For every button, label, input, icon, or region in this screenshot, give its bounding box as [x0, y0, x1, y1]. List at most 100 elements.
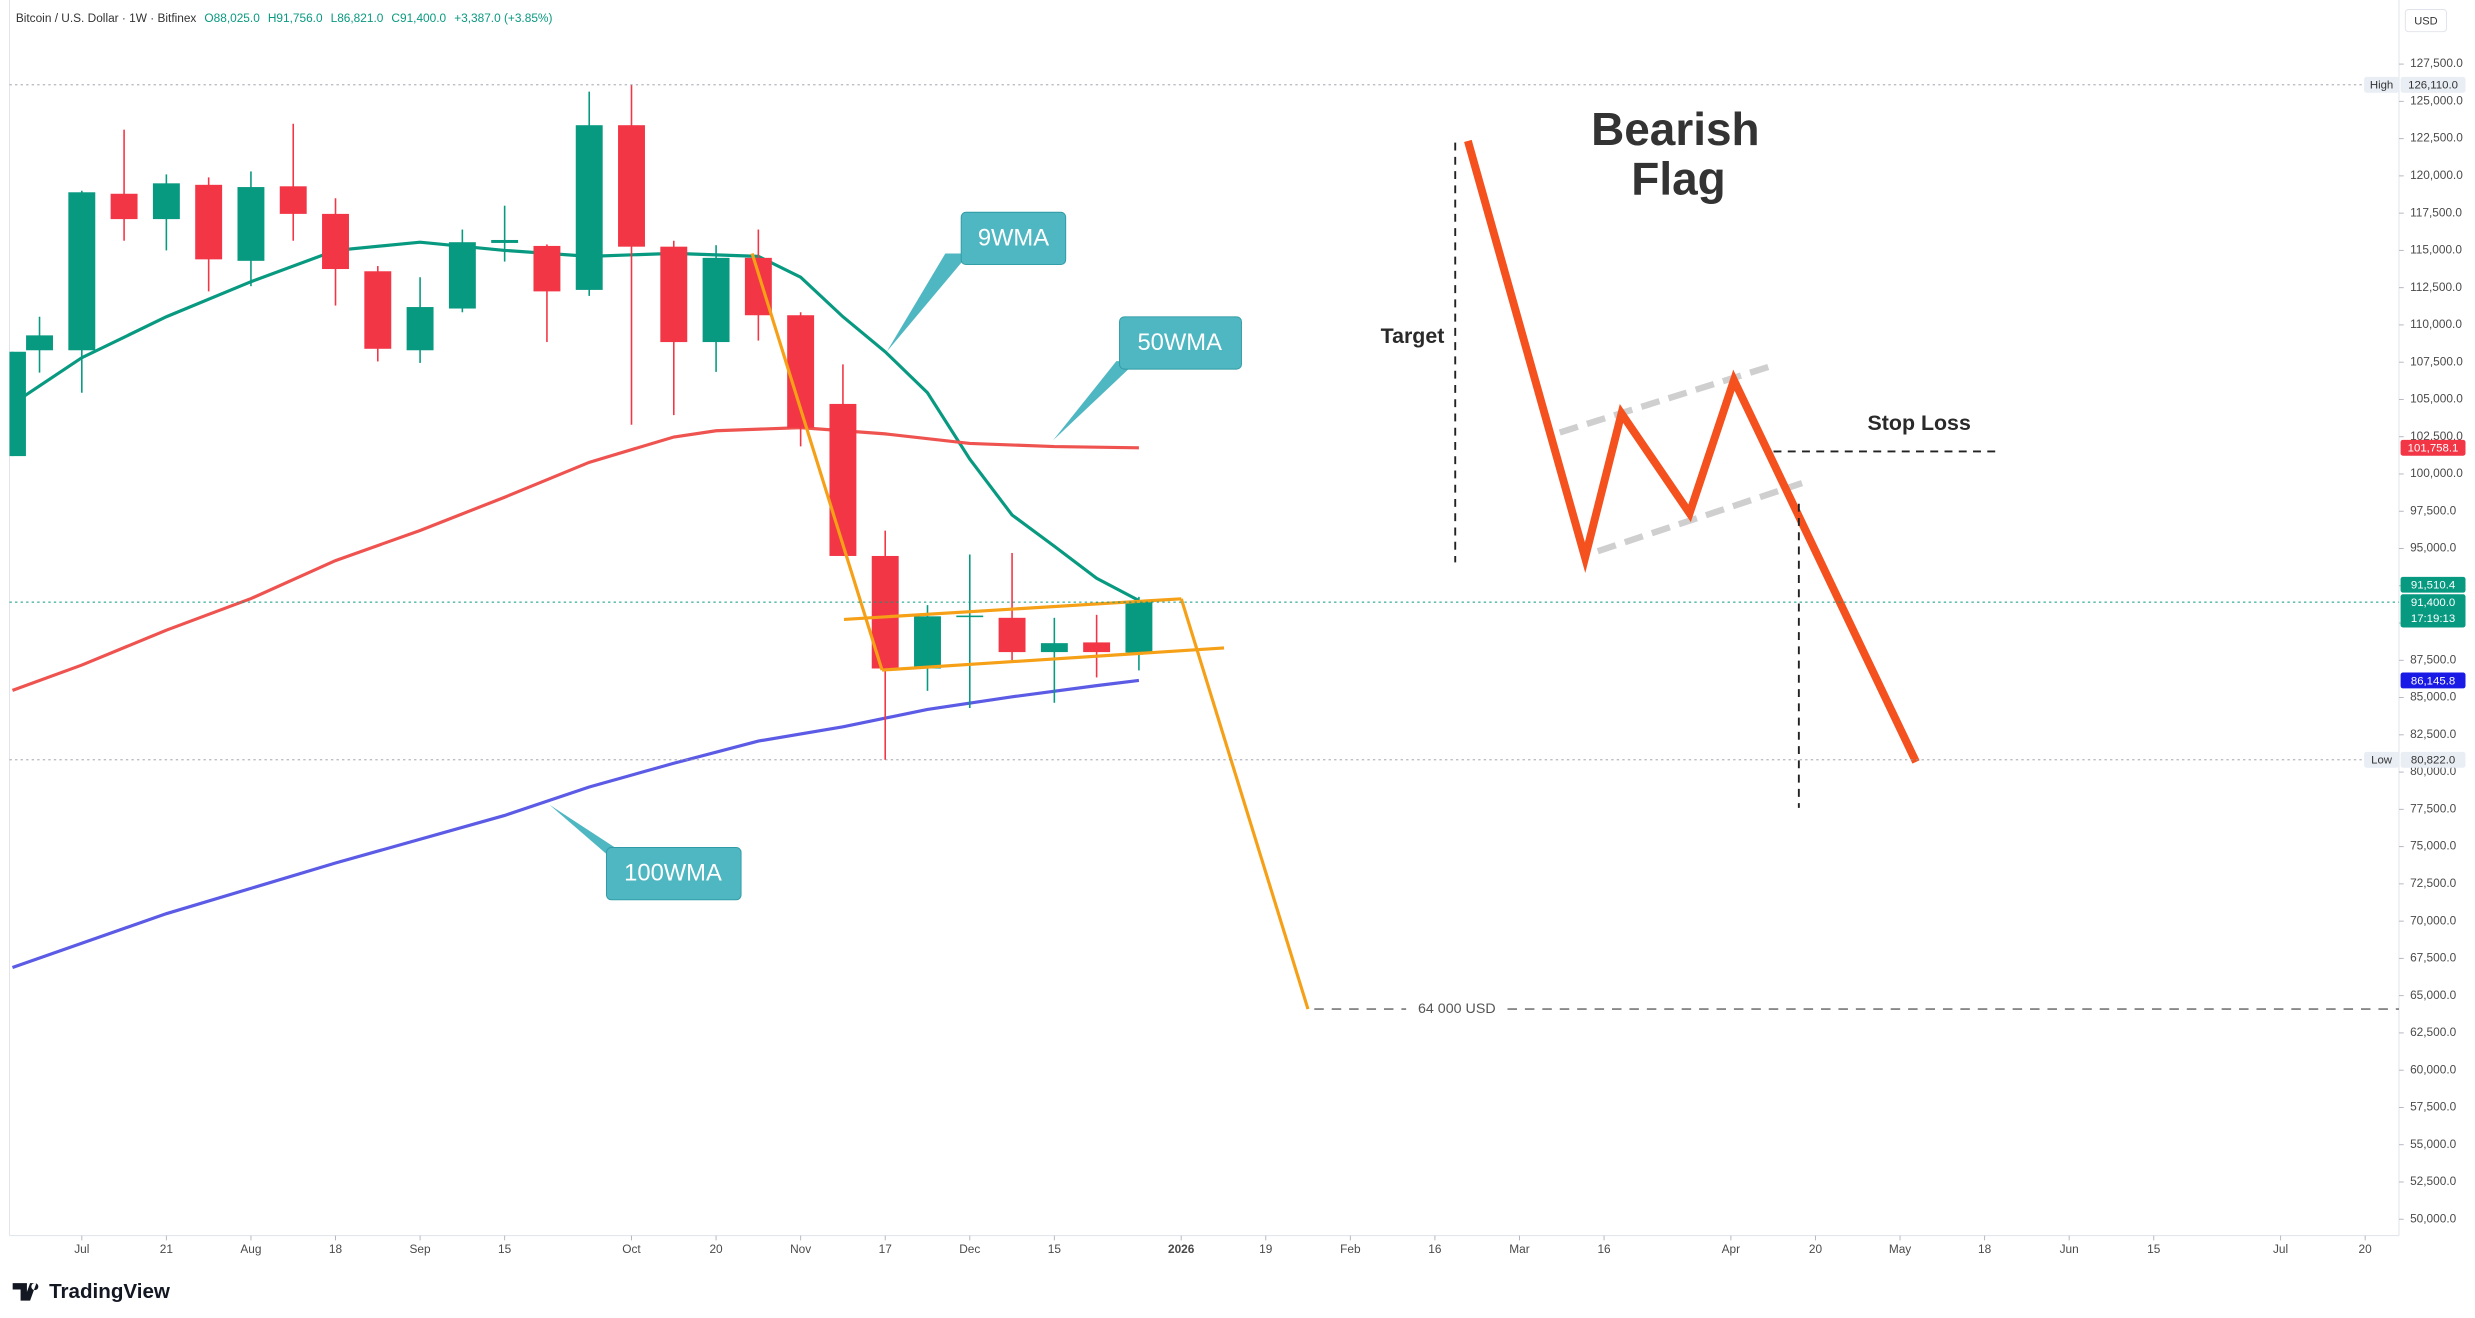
y-tick-label: 107,500.0 [2410, 354, 2463, 368]
candle-body [9, 351, 26, 457]
price-tag-name-box [2364, 76, 2399, 93]
x-tick-label: 16 [1597, 1242, 1611, 1256]
y-tick-label: 57,500.0 [2410, 1100, 2457, 1114]
price-tag-name: Low [2371, 755, 2393, 767]
candle-body [491, 239, 519, 243]
brand-icon[interactable] [12, 1283, 39, 1301]
x-tick-label: Feb [1340, 1242, 1361, 1256]
candle-body [1040, 643, 1068, 653]
flag-projection [1179, 598, 1310, 1010]
y-tick-label: 55,000.0 [2410, 1137, 2457, 1151]
price-tag-label: 101,758.1 [2408, 443, 2459, 455]
x-tick-label: Aug [240, 1242, 261, 1256]
callout-box [960, 211, 1067, 266]
y-tick-label: 95,000.0 [2410, 541, 2457, 555]
callout-9wma: 9WMA [886, 211, 1067, 352]
moving-average [11, 678, 1140, 969]
candle-body [152, 183, 180, 220]
candle-body [26, 335, 53, 351]
y-tick-label: 70,000.0 [2410, 913, 2457, 927]
callout-pointer [886, 253, 970, 352]
callout-label: 100WMA [624, 860, 722, 887]
stop-loss-note: Stop Loss [1868, 411, 1971, 435]
flag-pole [750, 252, 884, 671]
candle-body [914, 616, 941, 669]
channel-lower [1596, 480, 1804, 555]
candle-body [575, 125, 603, 290]
price-tag [2400, 594, 2466, 628]
target-note: Target [1381, 324, 1445, 348]
y-tick-label: 72,500.0 [2410, 876, 2457, 890]
candle-body [618, 125, 645, 247]
candle-body [533, 245, 561, 292]
x-tick-label: 21 [160, 1242, 174, 1256]
candle-body [406, 307, 434, 351]
y-tick-label: 102,500.0 [2410, 429, 2463, 443]
y-tick-label: 60,000.0 [2410, 1062, 2457, 1076]
candle-body [1125, 602, 1153, 653]
y-tick-label: 100,000.0 [2410, 466, 2463, 480]
x-tick-label: 20 [2359, 1242, 2373, 1256]
candle-body [322, 213, 349, 270]
candle-body [110, 193, 138, 220]
moving-average [11, 426, 1139, 692]
callout-label: 50WMA [1137, 329, 1222, 356]
candle-body [68, 192, 96, 351]
callout-box [1119, 316, 1242, 370]
callout-label: 9WMA [978, 224, 1049, 251]
y-tick-label: 65,000.0 [2410, 988, 2457, 1002]
x-tick-label: Sep [410, 1242, 432, 1256]
x-tick-label: Apr [1722, 1242, 1741, 1256]
y-tick-label: 110,000.0 [2410, 317, 2462, 331]
y-tick-label: 105,000.0 [2410, 392, 2463, 406]
y-tick-label: 82,500.0 [2410, 727, 2457, 741]
price-tag-label: 91,400.0 [2411, 597, 2455, 609]
y-tick-label: 87,500.0 [2410, 652, 2457, 666]
ohlc-low: L86,821.0 [331, 11, 384, 25]
x-tick-label: 16 [1428, 1242, 1442, 1256]
price-tag-label: 91,510.4 [2411, 580, 2455, 592]
ohlc-close: C91,400.0 [391, 11, 446, 25]
target-price: 64 000 USD [1418, 1001, 1496, 1017]
price-tag [2400, 751, 2466, 768]
x-tick-label: 18 [329, 1242, 343, 1256]
pattern-title: Bearish [1591, 103, 1759, 155]
x-tick-label: Jul [2273, 1242, 2288, 1256]
x-tick-label: 15 [2147, 1242, 2161, 1256]
price-tag-countdown: 17:19:13 [2411, 613, 2455, 625]
price-tag [2400, 439, 2466, 456]
candle-body [237, 187, 265, 261]
plot-area [9, 84, 1153, 969]
currency[interactable]: USD [2414, 15, 2437, 27]
x-tick-label: 2026 [1168, 1242, 1195, 1256]
brand-name[interactable]: TradingView [49, 1280, 171, 1303]
x-tick-label: 20 [709, 1242, 723, 1256]
chart-header: Bitcoin / U.S. Dollar · 1W · Bitfinex O8… [16, 11, 553, 25]
y-tick-label: 62,500.0 [2410, 1025, 2457, 1039]
x-tick-label: 20 [1809, 1242, 1823, 1256]
y-tick-label: 75,000.0 [2410, 839, 2457, 853]
ohlc-high: H91,756.0 [268, 11, 323, 25]
y-tick-label: 112,500.0 [2410, 280, 2462, 294]
x-tick-label: Jun [2060, 1242, 2079, 1256]
candle-body [956, 615, 984, 618]
ohlc-open: O88,025.0 [204, 11, 260, 25]
y-tick-label: 67,500.0 [2410, 951, 2457, 965]
price-tag-name: High [2370, 80, 2393, 92]
pattern-path [1464, 139, 1920, 764]
y-tick-label: 122,500.0 [2410, 131, 2463, 145]
currency-button[interactable] [2404, 9, 2447, 33]
price-tag-label: 80,822.0 [2411, 755, 2455, 767]
y-tick-label: 97,500.0 [2410, 503, 2457, 517]
x-tick-label: Dec [959, 1242, 980, 1256]
y-tick-label: 127,500.0 [2410, 56, 2463, 70]
symbol: Bitcoin / U.S. Dollar · 1W · Bitfinex [16, 11, 197, 25]
x-tick-label: May [1889, 1242, 1911, 1256]
brand-logo[interactable]: TradingView [12, 1280, 171, 1303]
channel-upper [1558, 361, 1778, 436]
y-tick-label: 115,000.0 [2410, 243, 2462, 257]
x-tick-label: Mar [1509, 1242, 1529, 1256]
candle-body [195, 184, 223, 260]
